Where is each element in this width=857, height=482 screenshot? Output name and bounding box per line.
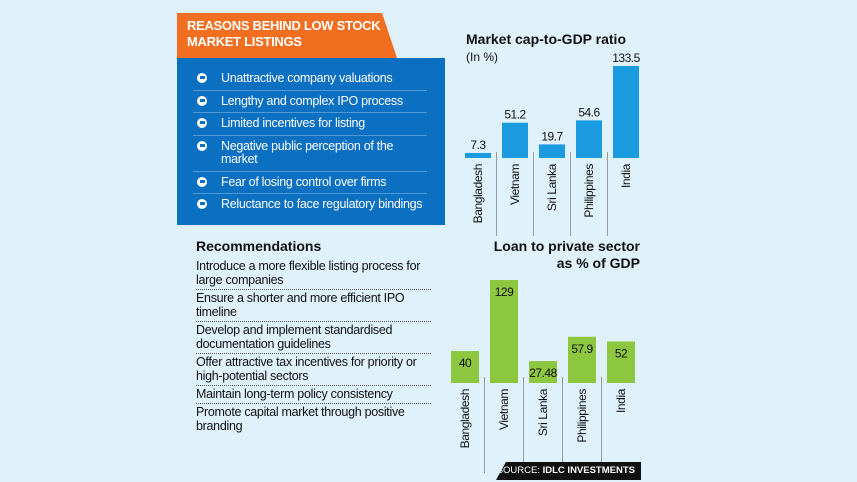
category-label: Philippines: [575, 389, 589, 443]
data-label: 54.6: [578, 105, 600, 119]
reasons-header: REASONS BEHIND LOW STOCK MARKET LISTINGS: [177, 13, 397, 58]
category-label: Sri Lanka: [545, 163, 559, 211]
data-label: 19.7: [541, 129, 563, 143]
bar-sri-lanka: [529, 361, 557, 383]
chart1-title: Market cap-to-GDP ratio: [466, 31, 626, 47]
data-label: 27.48: [529, 366, 557, 380]
bar-bangladesh: [465, 152, 491, 158]
category-label: Vietnam: [508, 164, 522, 205]
reason-text: Unattractive company valuations: [221, 71, 393, 85]
recommendation-item: Ensure a shorter and more efficient IPO …: [196, 290, 431, 322]
recommendation-item: Develop and implement standardised docum…: [196, 322, 431, 354]
circular-arrow-bullet-icon: [197, 95, 207, 106]
circular-arrow-bullet-icon: [197, 118, 207, 128]
chart1-subtitle: (In %): [466, 50, 499, 64]
circular-arrow-bullet-icon: [197, 73, 207, 83]
reason-item: Lengthy and complex IPO process: [193, 91, 427, 113]
bar-philippines: [576, 120, 602, 158]
reason-item: Limited incentives for listing: [193, 113, 427, 136]
bar-vietnam: [502, 122, 528, 158]
reason-item: Negative public perception of the market: [193, 136, 427, 172]
category-label: Vietnam: [497, 389, 511, 430]
bar-india: [607, 341, 635, 383]
category-label: Bangladesh: [471, 164, 485, 223]
chart2-title-line: as % of GDP: [556, 255, 640, 271]
category-label: Philippines: [582, 164, 596, 218]
data-label: 133.5: [612, 51, 640, 65]
category-label: India: [619, 163, 633, 188]
circular-arrow-bullet-icon: [197, 199, 207, 209]
data-label: 7.3: [470, 138, 486, 152]
recommendations-title: Recommendations: [196, 238, 322, 254]
reason-item: Unattractive company valuations: [193, 68, 427, 91]
bar-philippines: [568, 336, 596, 383]
source-badge: SOURCE: IDLC INVESTMENTS: [496, 462, 641, 480]
data-label: 57.9: [571, 342, 593, 356]
source-label: SOURCE:: [496, 465, 540, 476]
reason-text: Negative public perception of the market: [221, 138, 394, 166]
data-label: 52: [615, 346, 628, 360]
source-name: IDLC INVESTMENTS: [542, 465, 635, 476]
data-label: 129: [495, 285, 514, 299]
category-label: Bangladesh: [458, 389, 472, 448]
reason-text: Fear of losing control over firms: [221, 174, 387, 189]
data-label: 40: [459, 356, 472, 370]
reason-text: Limited incentives for listing: [221, 116, 365, 130]
chart2-title-line: Loan to private sector: [493, 238, 640, 254]
data-label: 51.2: [504, 108, 526, 122]
reason-item: Reluctance to face regulatory bindings: [193, 194, 427, 216]
recommendation-item: Offer attractive tax incentives for prio…: [196, 354, 431, 386]
chart2-title: Loan to private sector as % of GDP: [494, 238, 640, 272]
bar-vietnam: [490, 280, 518, 383]
bar-sri-lanka: [539, 144, 565, 158]
recommendation-item: Promote capital market through positive …: [196, 405, 405, 433]
bar-bangladesh: [451, 351, 479, 383]
bar-india: [613, 66, 639, 158]
recommendation-item: Introduce a more flexible listing proces…: [196, 258, 431, 290]
reasons-title: REASONS BEHIND LOW STOCK MARKET LISTINGS: [187, 18, 381, 49]
category-label: Sri Lanka: [536, 388, 550, 436]
reason-text: Reluctance to face regulatory bindings: [221, 197, 423, 211]
category-label: India: [614, 388, 628, 413]
reason-item: Fear of losing control over firms: [193, 172, 427, 194]
recommendation-item: Maintain long-term policy consistency: [196, 386, 431, 404]
reasons-panel: Unattractive company valuations Lengthy a…: [177, 58, 445, 225]
circular-arrow-bullet-icon: [197, 176, 207, 187]
circular-arrow-bullet-icon: [197, 140, 207, 151]
recommendations-section: Recommendations Introduce a more flexibl…: [196, 238, 431, 435]
reason-text: Lengthy and complex IPO process: [221, 93, 403, 108]
